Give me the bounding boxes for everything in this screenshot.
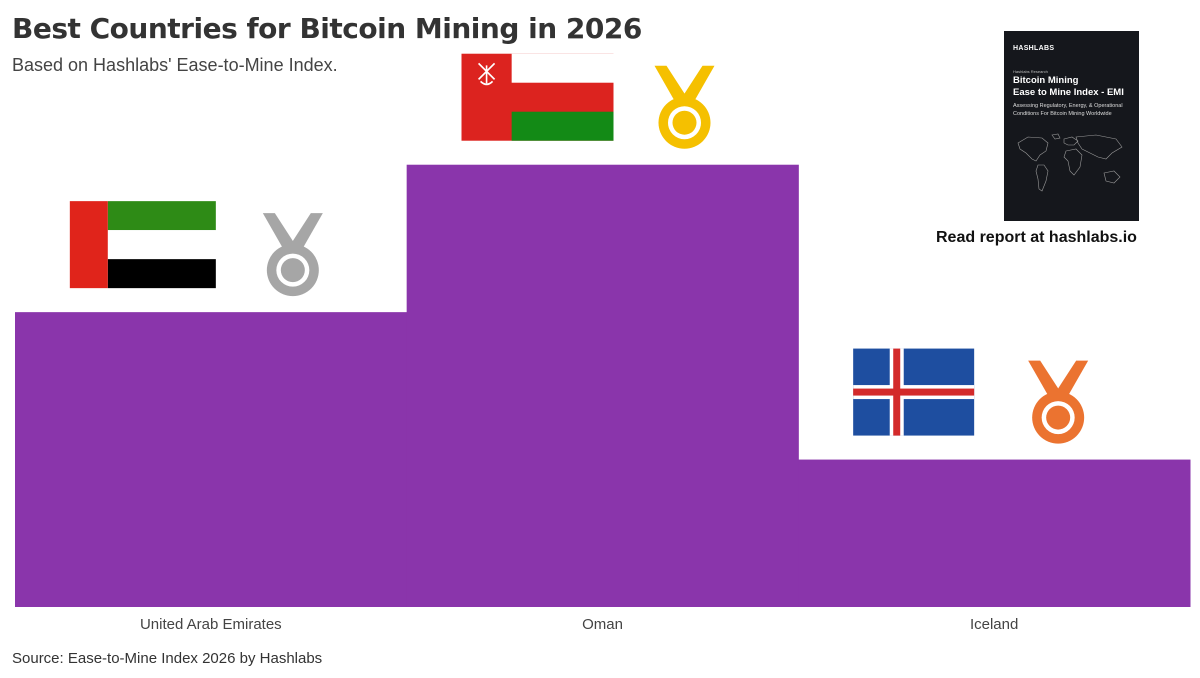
report-cover[interactable]: HASHLABS Hashlabs Research Bitcoin Minin… [1004, 31, 1139, 221]
bar-iceland [798, 459, 1191, 607]
flag-iceland-icon [853, 348, 975, 436]
report-kicker: Hashlabs Research [1013, 69, 1048, 74]
medal-gold-icon [654, 65, 715, 149]
medal-silver-icon [262, 213, 323, 297]
chart-subtitle: Based on Hashlabs' Ease-to-Mine Index. [12, 55, 338, 75]
chart-title: Best Countries for Bitcoin Mining in 202… [12, 12, 642, 45]
report-brand: HASHLABS [1013, 45, 1055, 52]
report-title-line1: Bitcoin Mining [1013, 75, 1079, 86]
bar-oman [406, 164, 799, 607]
report-subtitle: Assessing Regulatory, Energy, & Operatio… [1013, 103, 1123, 117]
report-title-line2: Ease to Mine Index - EMI [1013, 87, 1124, 98]
flag-uae-icon [69, 201, 216, 289]
medal-bronze-icon [1028, 360, 1089, 444]
category-label-iceland: Iceland [970, 616, 1018, 633]
report-title: Bitcoin Mining Ease to Mine Index - EMI [1013, 75, 1135, 99]
category-label-uae: United Arab Emirates [140, 616, 282, 633]
report-link-text[interactable]: Read report at hashlabs.io [936, 229, 1137, 246]
category-label-oman: Oman [582, 616, 623, 633]
bar-uae [15, 312, 408, 607]
flag-oman-icon [461, 53, 614, 141]
source-note: Source: Ease-to-Mine Index 2026 by Hashl… [12, 650, 323, 667]
world-map-icon [1017, 133, 1123, 192]
